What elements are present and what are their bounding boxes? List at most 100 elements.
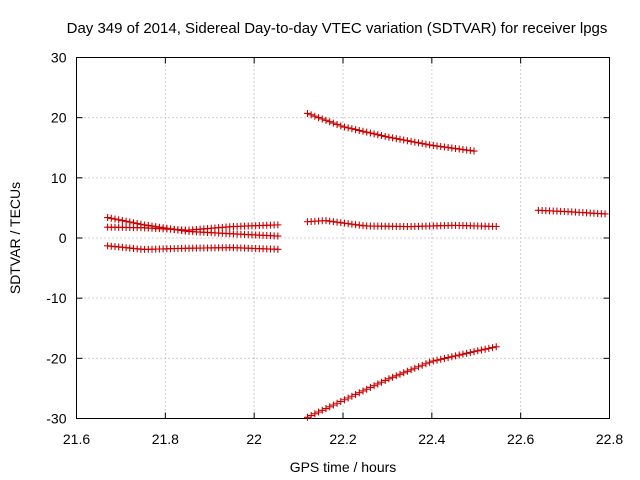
data-point — [381, 132, 389, 140]
data-point — [274, 232, 282, 240]
data-point — [385, 375, 393, 383]
data-point — [352, 390, 360, 398]
data-point — [601, 210, 609, 218]
series-arc-2-top — [303, 109, 478, 155]
grid-lines — [76, 57, 610, 419]
data-point — [429, 357, 437, 365]
data-point — [489, 344, 497, 352]
data-point — [485, 344, 493, 352]
x-tick-label: 22.8 — [596, 431, 623, 447]
data-point — [311, 112, 319, 120]
y-axis-ticks: -30 -20 -10 0 10 20 30 — [46, 50, 610, 427]
data-point — [329, 119, 337, 127]
data-point — [377, 378, 385, 386]
series-arc-3 — [534, 206, 609, 218]
y-tick-label: 30 — [51, 50, 67, 66]
data-point — [107, 214, 115, 222]
data-point — [363, 385, 371, 393]
data-point — [377, 132, 385, 140]
data-point — [348, 392, 356, 400]
data-point — [333, 399, 341, 407]
y-axis-label: SDTVAR / TECUs — [7, 182, 23, 294]
data-point — [440, 354, 448, 362]
series-arc-1-lower — [104, 242, 282, 253]
data-point — [474, 347, 482, 355]
y-tick-label: 20 — [51, 110, 67, 126]
data-point — [407, 366, 415, 374]
data-point — [470, 147, 478, 155]
data-point — [344, 124, 352, 132]
series-arc-2-bottom — [303, 343, 500, 421]
data-point — [307, 412, 315, 420]
data-point — [118, 217, 126, 225]
series-arc-1-middle — [104, 221, 282, 234]
data-point — [444, 354, 452, 362]
series-arc-2-middle — [303, 217, 500, 231]
data-point — [374, 380, 382, 388]
data-point — [352, 126, 360, 134]
data-point — [326, 118, 334, 126]
data-point — [415, 139, 423, 147]
data-point — [366, 383, 374, 391]
data-point — [463, 349, 471, 357]
data-point — [303, 413, 311, 421]
data-point — [396, 135, 404, 143]
data-point — [111, 215, 119, 223]
x-axis-label: GPS time / hours — [290, 459, 397, 475]
data-point — [326, 403, 334, 411]
data-point — [400, 369, 408, 377]
data-point — [322, 405, 330, 413]
data-point — [452, 352, 460, 360]
data-point — [344, 394, 352, 402]
x-axis-ticks: 21.6 21.8 22 22.2 22.4 22.6 22.8 — [63, 57, 623, 447]
data-point — [411, 364, 419, 372]
data-point — [422, 360, 430, 368]
data-point — [370, 382, 378, 390]
data-point — [318, 406, 326, 414]
data-point — [274, 245, 282, 253]
data-point — [418, 140, 426, 148]
data-point — [307, 111, 315, 119]
data-point — [104, 214, 112, 222]
data-point — [370, 130, 378, 138]
data-point — [359, 387, 367, 395]
data-point — [470, 348, 478, 356]
data-point — [492, 223, 500, 231]
y-tick-label: -20 — [46, 350, 66, 366]
data-point — [459, 350, 467, 358]
data-point — [407, 137, 415, 145]
chart-title: Day 349 of 2014, Sidereal Day-to-day VTE… — [67, 20, 608, 37]
data-point — [418, 361, 426, 369]
y-tick-label: -30 — [46, 411, 66, 427]
data-point — [329, 401, 337, 409]
data-point — [366, 129, 374, 137]
data-point — [337, 398, 345, 406]
x-tick-label: 22.2 — [329, 431, 356, 447]
data-point — [318, 115, 326, 123]
data-point — [422, 140, 430, 148]
data-points — [104, 109, 609, 421]
x-tick-label: 22.6 — [507, 431, 534, 447]
data-point — [426, 358, 434, 366]
data-point — [322, 116, 330, 124]
x-tick-label: 21.6 — [63, 431, 90, 447]
y-tick-label: 0 — [59, 230, 67, 246]
data-point — [481, 345, 489, 353]
data-point — [396, 370, 404, 378]
data-point — [315, 408, 323, 416]
data-point — [340, 123, 348, 131]
data-point — [363, 128, 371, 136]
data-point — [448, 353, 456, 361]
data-point — [340, 396, 348, 404]
data-point — [415, 363, 423, 371]
data-point — [374, 131, 382, 139]
data-point — [426, 141, 434, 149]
data-point — [333, 120, 341, 128]
data-point — [477, 346, 485, 354]
y-tick-label: 10 — [51, 170, 67, 186]
data-point — [348, 125, 356, 133]
x-tick-label: 22.4 — [418, 431, 445, 447]
data-point — [115, 216, 123, 224]
x-tick-label: 21.8 — [152, 431, 179, 447]
